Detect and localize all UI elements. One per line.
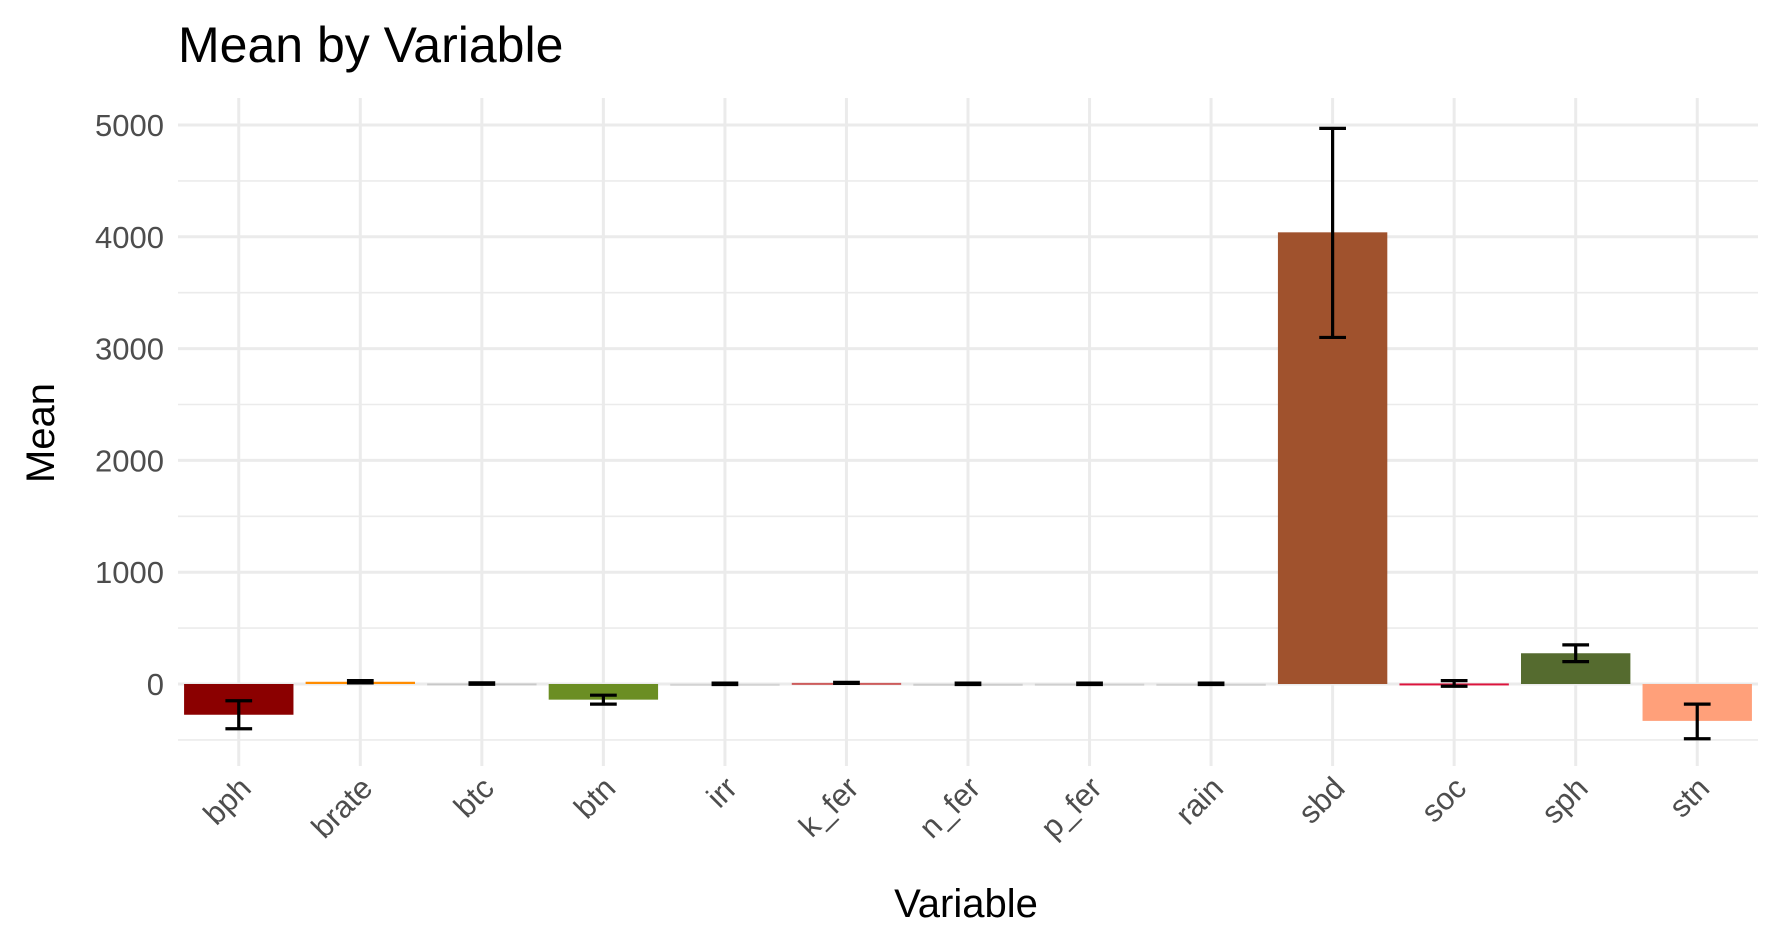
error-bar-brate (346, 679, 374, 685)
error-bar-p_fer (1076, 681, 1103, 687)
y-tick-label: 2000 (95, 443, 164, 478)
error-bar-sph (1562, 643, 1590, 664)
y-axis-title: Mean (19, 383, 63, 483)
bar-btn (548, 684, 659, 700)
y-tick-label: 4000 (95, 220, 164, 255)
error-bar-btn (590, 693, 617, 706)
x-tick-label-bph: bph (196, 770, 257, 831)
y-axis-ticks: 0 1000 2000 3000 4000 5000 (95, 108, 164, 702)
error-bar-k_fer (833, 680, 860, 686)
y-tick-label: 5000 (95, 108, 164, 143)
error-bar-btc (468, 681, 496, 686)
error-bar-sbd (1319, 126, 1346, 340)
x-tick-label-stn: stn (1662, 770, 1716, 824)
chart-title: Mean by Variable (178, 17, 563, 73)
error-bar-irr (711, 681, 739, 687)
x-tick-label-irr: irr (700, 770, 744, 814)
x-tick-label-btn: btn (567, 770, 622, 825)
x-axis-title: Variable (894, 882, 1038, 926)
x-tick-label-rain: rain (1169, 770, 1230, 831)
error-bar-soc (1440, 679, 1468, 688)
error-bar-n_fer (954, 681, 982, 687)
x-tick-label-btc: btc (447, 770, 501, 824)
x-tick-label-sph: sph (1535, 770, 1595, 830)
x-tick-label-p_fer: p_fer (1034, 770, 1109, 845)
x-tick-label-n_fer: n_fer (912, 770, 987, 845)
x-tick-label-soc: soc (1414, 770, 1473, 829)
x-tick-label-brate: brate (305, 770, 380, 845)
y-tick-label: 1000 (95, 555, 164, 590)
x-tick-label-k_fer: k_fer (792, 770, 865, 843)
grid-lines (178, 98, 1758, 766)
y-tick-label: 0 (147, 667, 164, 702)
error-bar-stn (1683, 702, 1711, 741)
error-bars (225, 126, 1711, 741)
y-tick-label: 3000 (95, 332, 164, 367)
error-bar-rain (1197, 681, 1225, 687)
x-axis-ticks: bph brate btc btn irr k_fer n_fer p_fer rain sbd s… (196, 770, 1716, 845)
x-tick-label-sbd: sbd (1291, 770, 1351, 830)
error-bar-bph (225, 699, 253, 731)
